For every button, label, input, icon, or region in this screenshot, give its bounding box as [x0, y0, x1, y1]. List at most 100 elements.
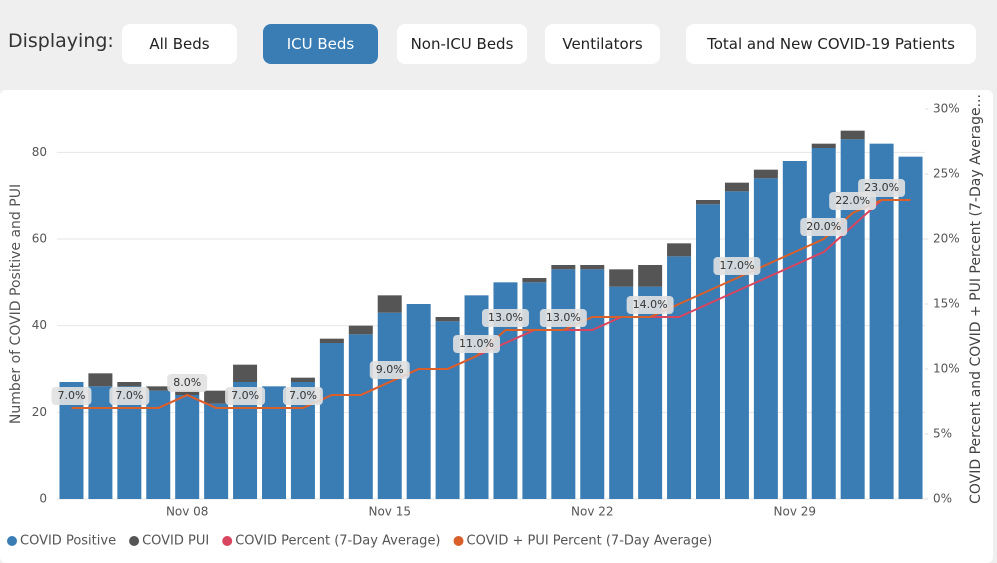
data-label-box	[369, 361, 410, 379]
bar	[348, 325, 373, 335]
data-label-box	[225, 387, 266, 405]
y-tick-label: 20	[32, 405, 47, 419]
bar	[609, 269, 634, 287]
data-label: 14.0%	[633, 298, 668, 311]
legend-label: COVID Positive	[20, 534, 116, 549]
y2-tick-label: 10%	[933, 362, 960, 376]
legend-marker	[7, 536, 17, 546]
bar	[840, 130, 865, 140]
y-tick-label: 60	[32, 232, 47, 246]
data-label-box	[453, 335, 501, 353]
bar	[551, 269, 576, 499]
bar	[638, 265, 663, 287]
bar	[551, 265, 576, 270]
bar	[88, 373, 113, 387]
bar	[782, 161, 807, 499]
data-label-box	[626, 296, 674, 314]
legend-marker	[129, 536, 140, 546]
data-label: 9.0%	[376, 363, 404, 376]
data-label-box	[167, 374, 208, 392]
y-tick-label: 40	[32, 318, 47, 332]
data-label-box	[858, 179, 906, 197]
bar	[696, 200, 720, 205]
bar	[724, 182, 749, 192]
legend-label: COVID + PUI Percent (7-Day Average)	[467, 534, 713, 549]
bar	[638, 286, 663, 499]
bar	[753, 169, 778, 179]
data-label-box	[800, 218, 848, 236]
data-label: 11.0%	[459, 337, 494, 350]
y2-tick-label: 15%	[933, 297, 960, 311]
data-label: 22.0%	[835, 194, 870, 207]
bar	[262, 386, 286, 499]
bar	[522, 278, 547, 283]
tab-button[interactable]: ICU Beds	[263, 24, 378, 64]
x-tick-label: Nov 22	[571, 505, 614, 519]
bar	[348, 334, 373, 499]
y2-tick-label: 30%	[933, 102, 960, 116]
legend-marker	[453, 536, 464, 546]
bar	[377, 312, 402, 499]
y2-tick-label: 25%	[933, 167, 960, 181]
bar	[175, 390, 200, 395]
bar	[580, 265, 605, 270]
y2-tick-label: 5%	[933, 427, 952, 441]
bar	[464, 295, 489, 499]
y-axis-title: Number of COVID Positive and PUI	[8, 184, 24, 424]
bar	[377, 295, 402, 313]
bar	[667, 243, 692, 257]
tab-button[interactable]: Total and New COVID-19 Patients	[686, 24, 976, 64]
bar	[696, 204, 720, 500]
y2-tick-label: 20%	[933, 232, 960, 246]
data-label: 8.0%	[173, 376, 201, 389]
bar	[898, 156, 923, 499]
data-label-box	[481, 309, 529, 327]
bar	[88, 386, 113, 499]
bar	[406, 304, 431, 499]
bar	[319, 343, 344, 499]
data-label: 13.0%	[488, 311, 523, 324]
bar	[724, 191, 749, 500]
bar	[435, 317, 460, 322]
legend-label: COVID Percent (7-Day Average)	[235, 534, 440, 549]
data-label: 7.0%	[57, 389, 85, 402]
y2-tick-label: 0%	[933, 492, 952, 506]
data-label-box	[539, 309, 587, 327]
legend-marker	[222, 536, 233, 546]
bar	[319, 338, 344, 343]
tab-button[interactable]: Ventilators	[545, 24, 660, 64]
x-tick-label: Nov 15	[368, 505, 411, 519]
data-label: 13.0%	[546, 311, 581, 324]
data-label-box	[51, 387, 92, 405]
data-label: 7.0%	[231, 389, 259, 402]
y2-axis-title: COVID Percent and COVID + PUI Percent (7…	[968, 94, 984, 504]
data-label: 7.0%	[289, 389, 317, 402]
data-label: 20.0%	[806, 220, 841, 233]
bar	[117, 382, 142, 387]
bar	[609, 286, 634, 499]
data-label-box	[713, 257, 761, 275]
bar	[753, 178, 778, 500]
data-label-box	[282, 387, 323, 405]
x-tick-label: Nov 08	[166, 505, 209, 519]
bar	[233, 382, 258, 499]
x-tick-label: Nov 29	[774, 505, 817, 519]
display-label: Displaying:	[8, 30, 114, 52]
data-label: 17.0%	[719, 259, 754, 272]
y-tick-label: 0	[39, 492, 47, 506]
data-label-box	[109, 387, 150, 405]
bar	[667, 256, 692, 499]
tab-button[interactable]: All Beds	[122, 24, 237, 64]
bar	[175, 395, 200, 499]
bar	[811, 143, 836, 148]
y-tick-label: 80	[32, 145, 47, 159]
bar	[204, 390, 229, 404]
data-label: 7.0%	[115, 389, 143, 402]
legend-label: COVID PUI	[142, 534, 209, 549]
bar	[233, 364, 258, 382]
tab-button[interactable]: Non-ICU Beds	[397, 24, 527, 64]
bar	[290, 377, 315, 382]
bar	[117, 386, 142, 499]
